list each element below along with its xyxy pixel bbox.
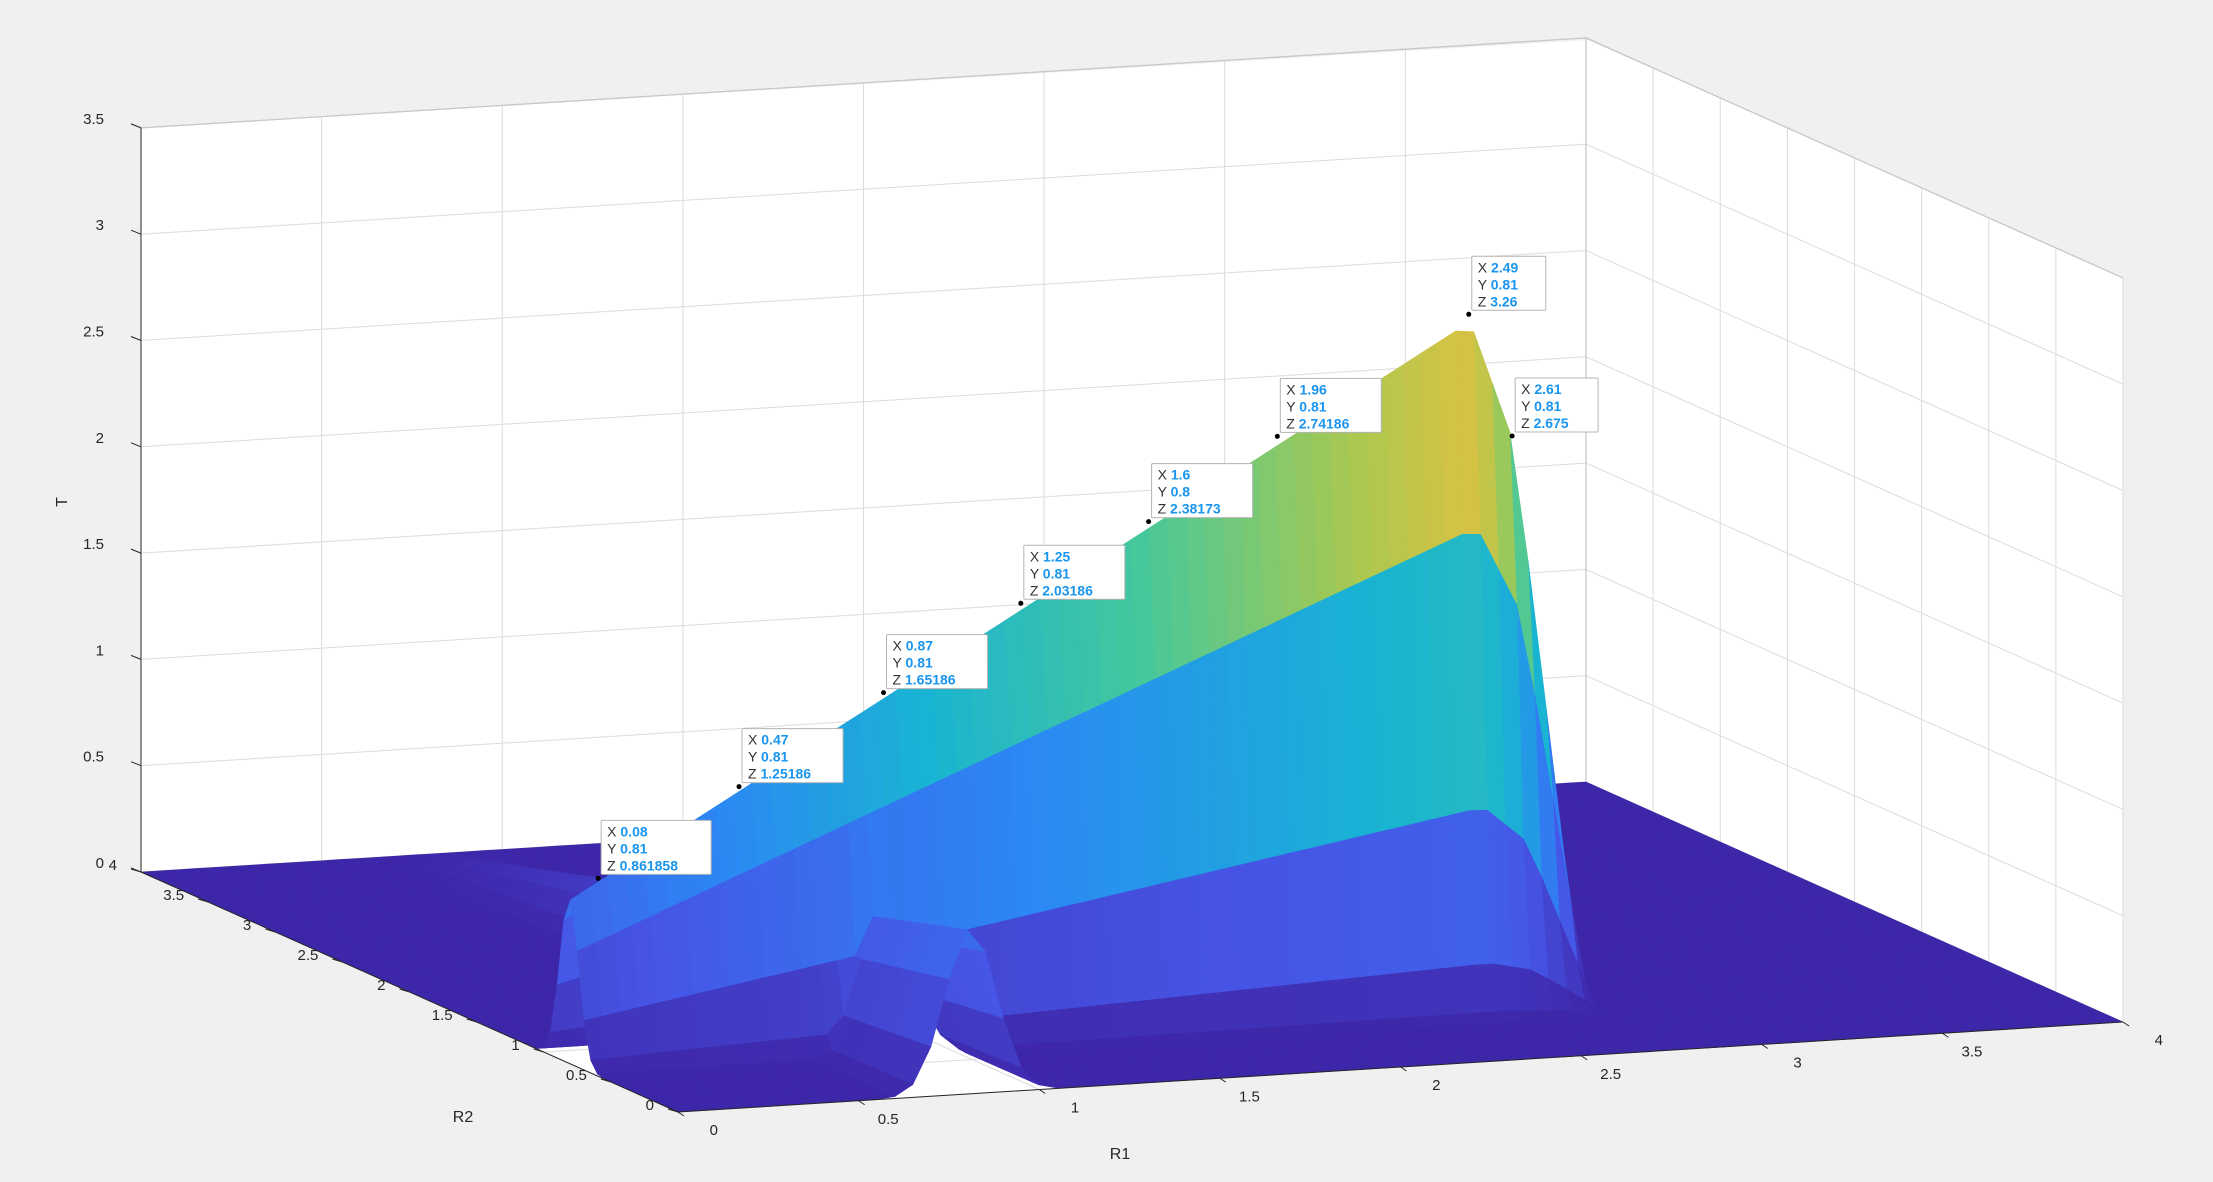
grid-line: [140, 143, 1587, 235]
surface-mesh[interactable]: [140, 330, 2124, 1113]
box-edge: [1585, 37, 2124, 279]
grid-line: [140, 356, 1587, 448]
grid-line: [1585, 250, 2124, 491]
grid-line: [1585, 462, 2124, 704]
grid-line: [1585, 356, 2124, 598]
grid-line: [1585, 568, 2124, 810]
box-edge: [140, 37, 1587, 129]
grid-line: [1585, 675, 2124, 917]
grid-line: [140, 250, 1587, 341]
grid-line: [1585, 143, 2124, 385]
